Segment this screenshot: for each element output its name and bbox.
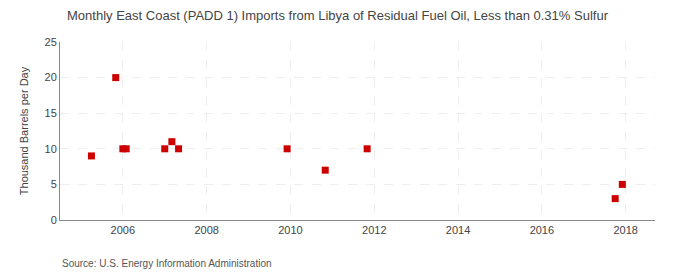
svg-text:Source: U.S. Energy Informatio: Source: U.S. Energy Information Administ… xyxy=(62,258,272,269)
svg-text:2006: 2006 xyxy=(111,224,135,236)
svg-text:Thousand Barrels per Day: Thousand Barrels per Day xyxy=(18,66,30,195)
svg-text:10: 10 xyxy=(45,143,57,155)
svg-text:5: 5 xyxy=(51,178,57,190)
svg-text:Monthly East Coast (PADD 1) Im: Monthly East Coast (PADD 1) Imports from… xyxy=(67,8,609,23)
svg-text:2014: 2014 xyxy=(446,224,470,236)
svg-text:25: 25 xyxy=(45,36,57,48)
svg-text:2016: 2016 xyxy=(530,224,554,236)
svg-text:0: 0 xyxy=(51,214,57,226)
svg-text:2018: 2018 xyxy=(613,224,637,236)
svg-text:2012: 2012 xyxy=(362,224,386,236)
svg-text:15: 15 xyxy=(45,107,57,119)
svg-text:2008: 2008 xyxy=(194,224,218,236)
svg-text:2010: 2010 xyxy=(278,224,302,236)
svg-text:20: 20 xyxy=(45,71,57,83)
